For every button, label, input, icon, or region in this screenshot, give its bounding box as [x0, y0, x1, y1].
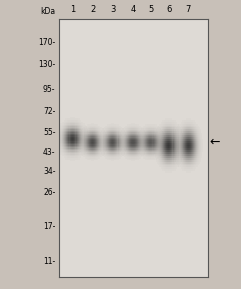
- Text: 170-: 170-: [38, 38, 55, 47]
- Text: 34-: 34-: [43, 167, 55, 176]
- Text: kDa: kDa: [40, 7, 55, 16]
- Text: 4: 4: [130, 5, 136, 14]
- Text: 11-: 11-: [43, 257, 55, 266]
- Text: 55-: 55-: [43, 129, 55, 138]
- Text: ←: ←: [210, 136, 220, 149]
- Text: 3: 3: [110, 5, 115, 14]
- Text: 130-: 130-: [38, 60, 55, 69]
- Text: 5: 5: [148, 5, 154, 14]
- Text: 95-: 95-: [43, 85, 55, 94]
- Text: 2: 2: [90, 5, 95, 14]
- Text: 26-: 26-: [43, 188, 55, 197]
- Text: 72-: 72-: [43, 107, 55, 116]
- Text: 43-: 43-: [43, 148, 55, 157]
- Text: 7: 7: [186, 5, 191, 14]
- Text: 17-: 17-: [43, 222, 55, 231]
- Text: 6: 6: [166, 5, 172, 14]
- Text: 1: 1: [70, 5, 75, 14]
